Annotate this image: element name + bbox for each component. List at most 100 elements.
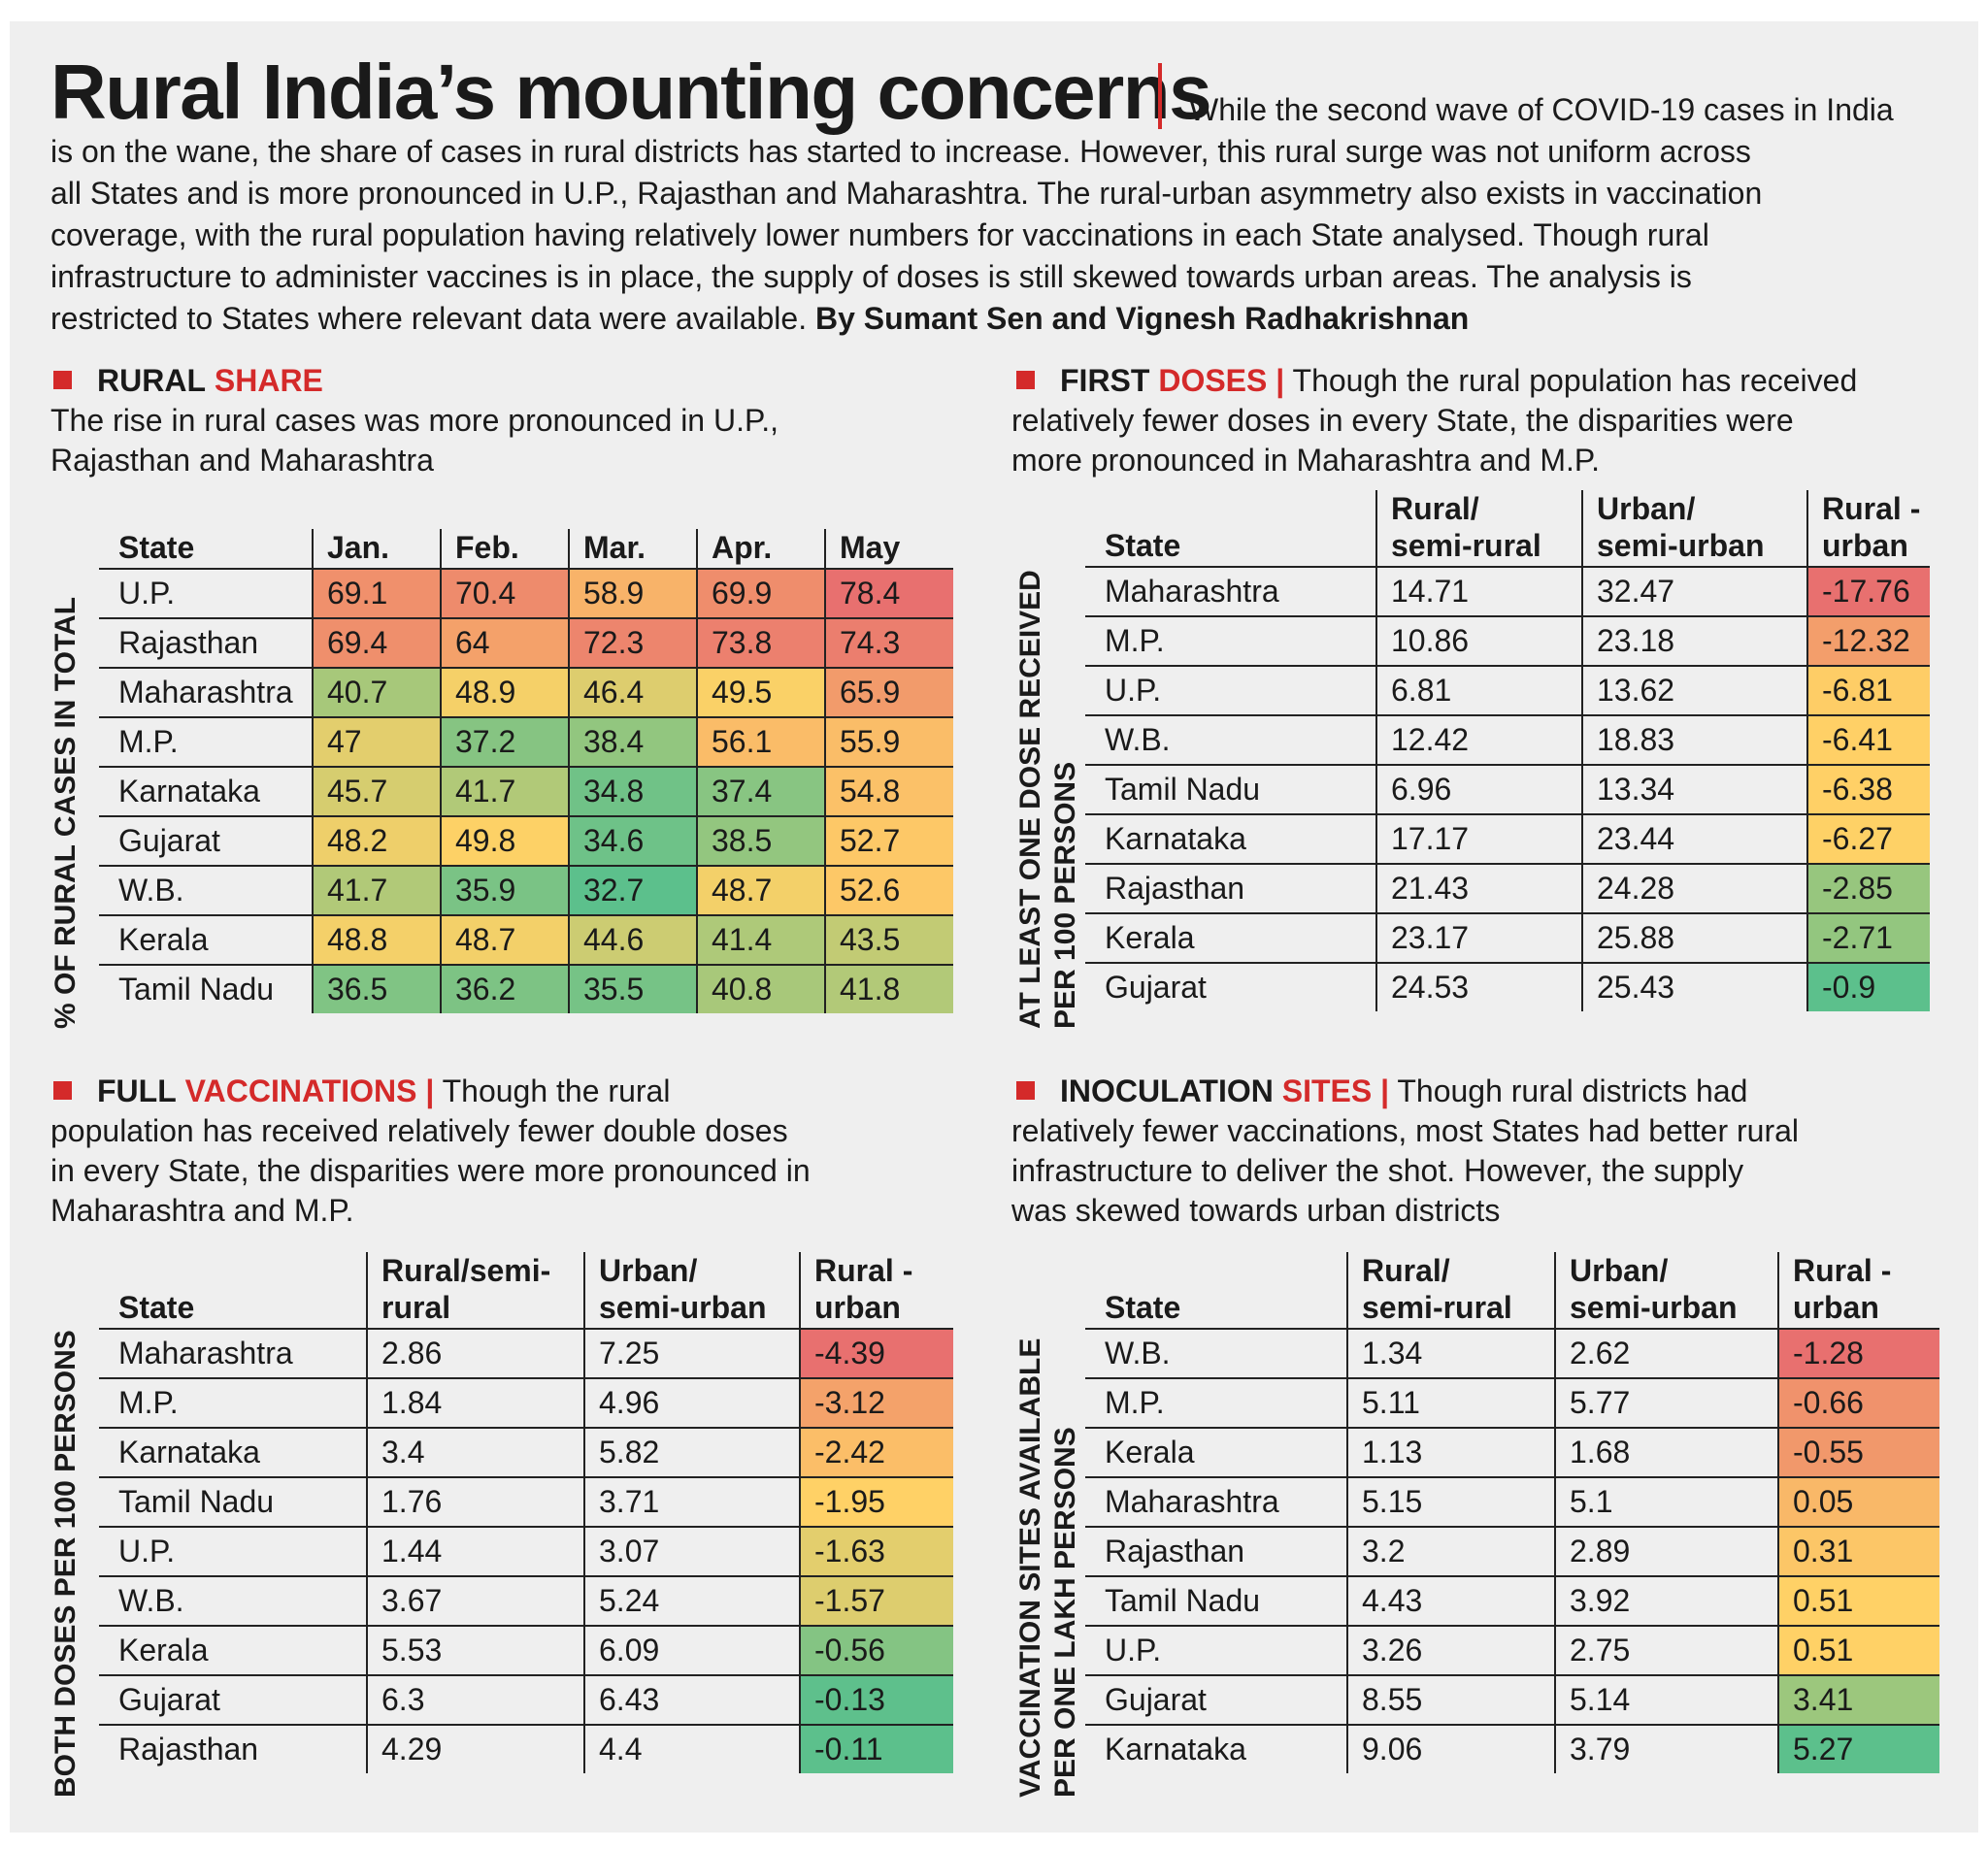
column-header-state: State: [1085, 490, 1376, 568]
state-name: W.B.: [99, 1576, 367, 1627]
column-header: Apr.: [696, 529, 825, 570]
state-name: Karnataka: [99, 767, 313, 817]
section-title: FIRST DOSES | Though the rural populatio…: [1060, 361, 1857, 401]
data-cell: 2.62: [1554, 1329, 1778, 1379]
data-cell: -17.76: [1806, 567, 1930, 617]
section-title: RURAL SHARE: [97, 361, 323, 401]
data-cell: 3.92: [1554, 1576, 1778, 1627]
axis-label: PER 100 PERSONS: [1049, 761, 1081, 1029]
data-cell: 55.9: [824, 717, 953, 768]
data-cell: 37.2: [440, 717, 569, 768]
data-cell: 32.7: [568, 866, 697, 916]
column-header: Feb.: [440, 529, 569, 570]
data-cell: 44.6: [568, 915, 697, 966]
table-row: Rajasthan 4.29 4.4 -0.11: [99, 1725, 953, 1773]
table-row: M.P. 10.86 23.18 -12.32: [1085, 616, 1930, 667]
header-row: State Rural/semi- rural Urban/ semi-urban R…: [99, 1252, 953, 1330]
section-subtitle: Maharashtra and M.P.: [50, 1193, 354, 1228]
data-cell: 35.9: [440, 866, 569, 916]
section-title: FULL VACCINATIONS | Though the rural: [97, 1072, 670, 1111]
section-subtitle: more pronounced in Maharashtra and M.P.: [1011, 443, 1600, 478]
column-header: Mar.: [568, 529, 697, 570]
data-cell: -0.55: [1777, 1428, 1939, 1478]
section-title: INOCULATION SITES | Though rural distric…: [1060, 1072, 1747, 1111]
column-header: Rural - urban: [1777, 1252, 1939, 1330]
section-marker: [53, 1081, 72, 1100]
title-divider: |: [425, 1073, 435, 1108]
data-cell: 5.15: [1346, 1477, 1555, 1528]
data-cell: 6.96: [1375, 765, 1582, 815]
data-cell: 1.44: [366, 1527, 584, 1577]
table-row: Karnataka 3.4 5.82 -2.42: [99, 1428, 953, 1478]
table-row: M.P. 1.84 4.96 -3.12: [99, 1378, 953, 1429]
data-cell: 23.17: [1375, 913, 1582, 964]
data-cell: 2.89: [1554, 1527, 1778, 1577]
intro-line: restricted to States where relevant data…: [50, 298, 1469, 340]
data-cell: 41.8: [824, 965, 953, 1013]
state-name: Kerala: [1085, 1428, 1347, 1478]
data-cell: 1.84: [366, 1378, 584, 1429]
state-name: Tamil Nadu: [118, 972, 275, 1007]
data-cell: 37.4: [696, 767, 825, 817]
data-cell: -6.41: [1806, 715, 1930, 766]
axis-label: VACCINATION SITES AVAILABLE: [1014, 1337, 1046, 1798]
table-row: Tamil Nadu 1.76 3.71 -1.95: [99, 1477, 953, 1528]
column-header: Jan.: [312, 529, 441, 570]
data-cell: 13.62: [1581, 666, 1807, 716]
data-cell: -0.56: [799, 1626, 953, 1676]
column-header-state: State: [99, 1252, 367, 1330]
data-cell: 25.88: [1581, 913, 1807, 964]
data-cell: 6.81: [1375, 666, 1582, 716]
intro-line: all States and is more pronounced in U.P…: [50, 176, 1763, 211]
table-row: Kerala 1.13 1.68 -0.55: [1085, 1428, 1939, 1478]
column-header: Rural - urban: [1806, 490, 1930, 568]
data-cell: 5.77: [1554, 1378, 1778, 1429]
state-name: Kerala: [99, 1626, 367, 1676]
section-marker: [53, 371, 72, 389]
axis-label: BOTH DOSES PER 100 PERSONS: [50, 1330, 82, 1798]
data-cell: 41.4: [696, 915, 825, 966]
state-name: Gujarat: [1105, 970, 1207, 1005]
table-row: Maharashtra 40.7 48.9 46.4 49.5 65.9: [99, 668, 953, 718]
table-row: Karnataka 45.7 41.7 34.8 37.4 54.8: [99, 767, 953, 817]
data-cell: -0.11: [799, 1725, 953, 1773]
section-subtitle: relatively fewer doses in every State, t…: [1011, 403, 1794, 438]
data-cell: 74.3: [824, 618, 953, 669]
header-row: State Jan. Feb. Mar. Apr. May: [99, 529, 953, 570]
column-header: Rural - urban: [799, 1252, 953, 1330]
data-cell: 38.5: [696, 816, 825, 867]
table-row: Karnataka 9.06 3.79 5.27: [1085, 1725, 1939, 1773]
data-cell: 0.31: [1777, 1527, 1939, 1577]
data-cell: 65.9: [824, 668, 953, 718]
table-row: W.B. 1.34 2.62 -1.28: [1085, 1329, 1939, 1379]
data-cell: 1.76: [366, 1477, 584, 1528]
data-cell: 5.24: [583, 1576, 800, 1627]
data-cell: 46.4: [568, 668, 697, 718]
state-name: U.P.: [1085, 666, 1376, 716]
data-cell: 4.4: [583, 1725, 800, 1773]
data-cell: 48.2: [312, 816, 441, 867]
data-cell: 64: [440, 618, 569, 669]
data-cell: 3.79: [1554, 1725, 1778, 1773]
state-name: Tamil Nadu: [1085, 1576, 1347, 1627]
intro-last-text: restricted to States where relevant data…: [50, 301, 808, 336]
data-cell: -0.9: [1806, 963, 1930, 1011]
data-cell: 36.2: [440, 965, 569, 1013]
data-cell: 69.4: [312, 618, 441, 669]
table-row: Tamil Nadu 6.96 13.34 -6.38: [1085, 765, 1930, 815]
section-keyword-accent: VACCINATIONS: [184, 1073, 417, 1108]
data-cell: 72.3: [568, 618, 697, 669]
column-header: May: [824, 529, 953, 570]
data-cell: 41.7: [312, 866, 441, 916]
table-row: Maharashtra 2.86 7.25 -4.39: [99, 1329, 953, 1379]
state-name: Rajasthan: [118, 1732, 259, 1766]
header-row: State Rural/ semi-rural Urban/ semi-urban R…: [1085, 1252, 1939, 1330]
state-name: Kerala: [99, 915, 313, 966]
data-cell: 48.7: [696, 866, 825, 916]
data-cell: -12.32: [1806, 616, 1930, 667]
table-row: U.P. 3.26 2.75 0.51: [1085, 1626, 1939, 1676]
table-row: Gujarat 6.3 6.43 -0.13: [99, 1675, 953, 1726]
data-cell: 1.34: [1346, 1329, 1555, 1379]
data-cell: 40.8: [696, 965, 825, 1013]
title-divider: |: [1276, 363, 1285, 398]
